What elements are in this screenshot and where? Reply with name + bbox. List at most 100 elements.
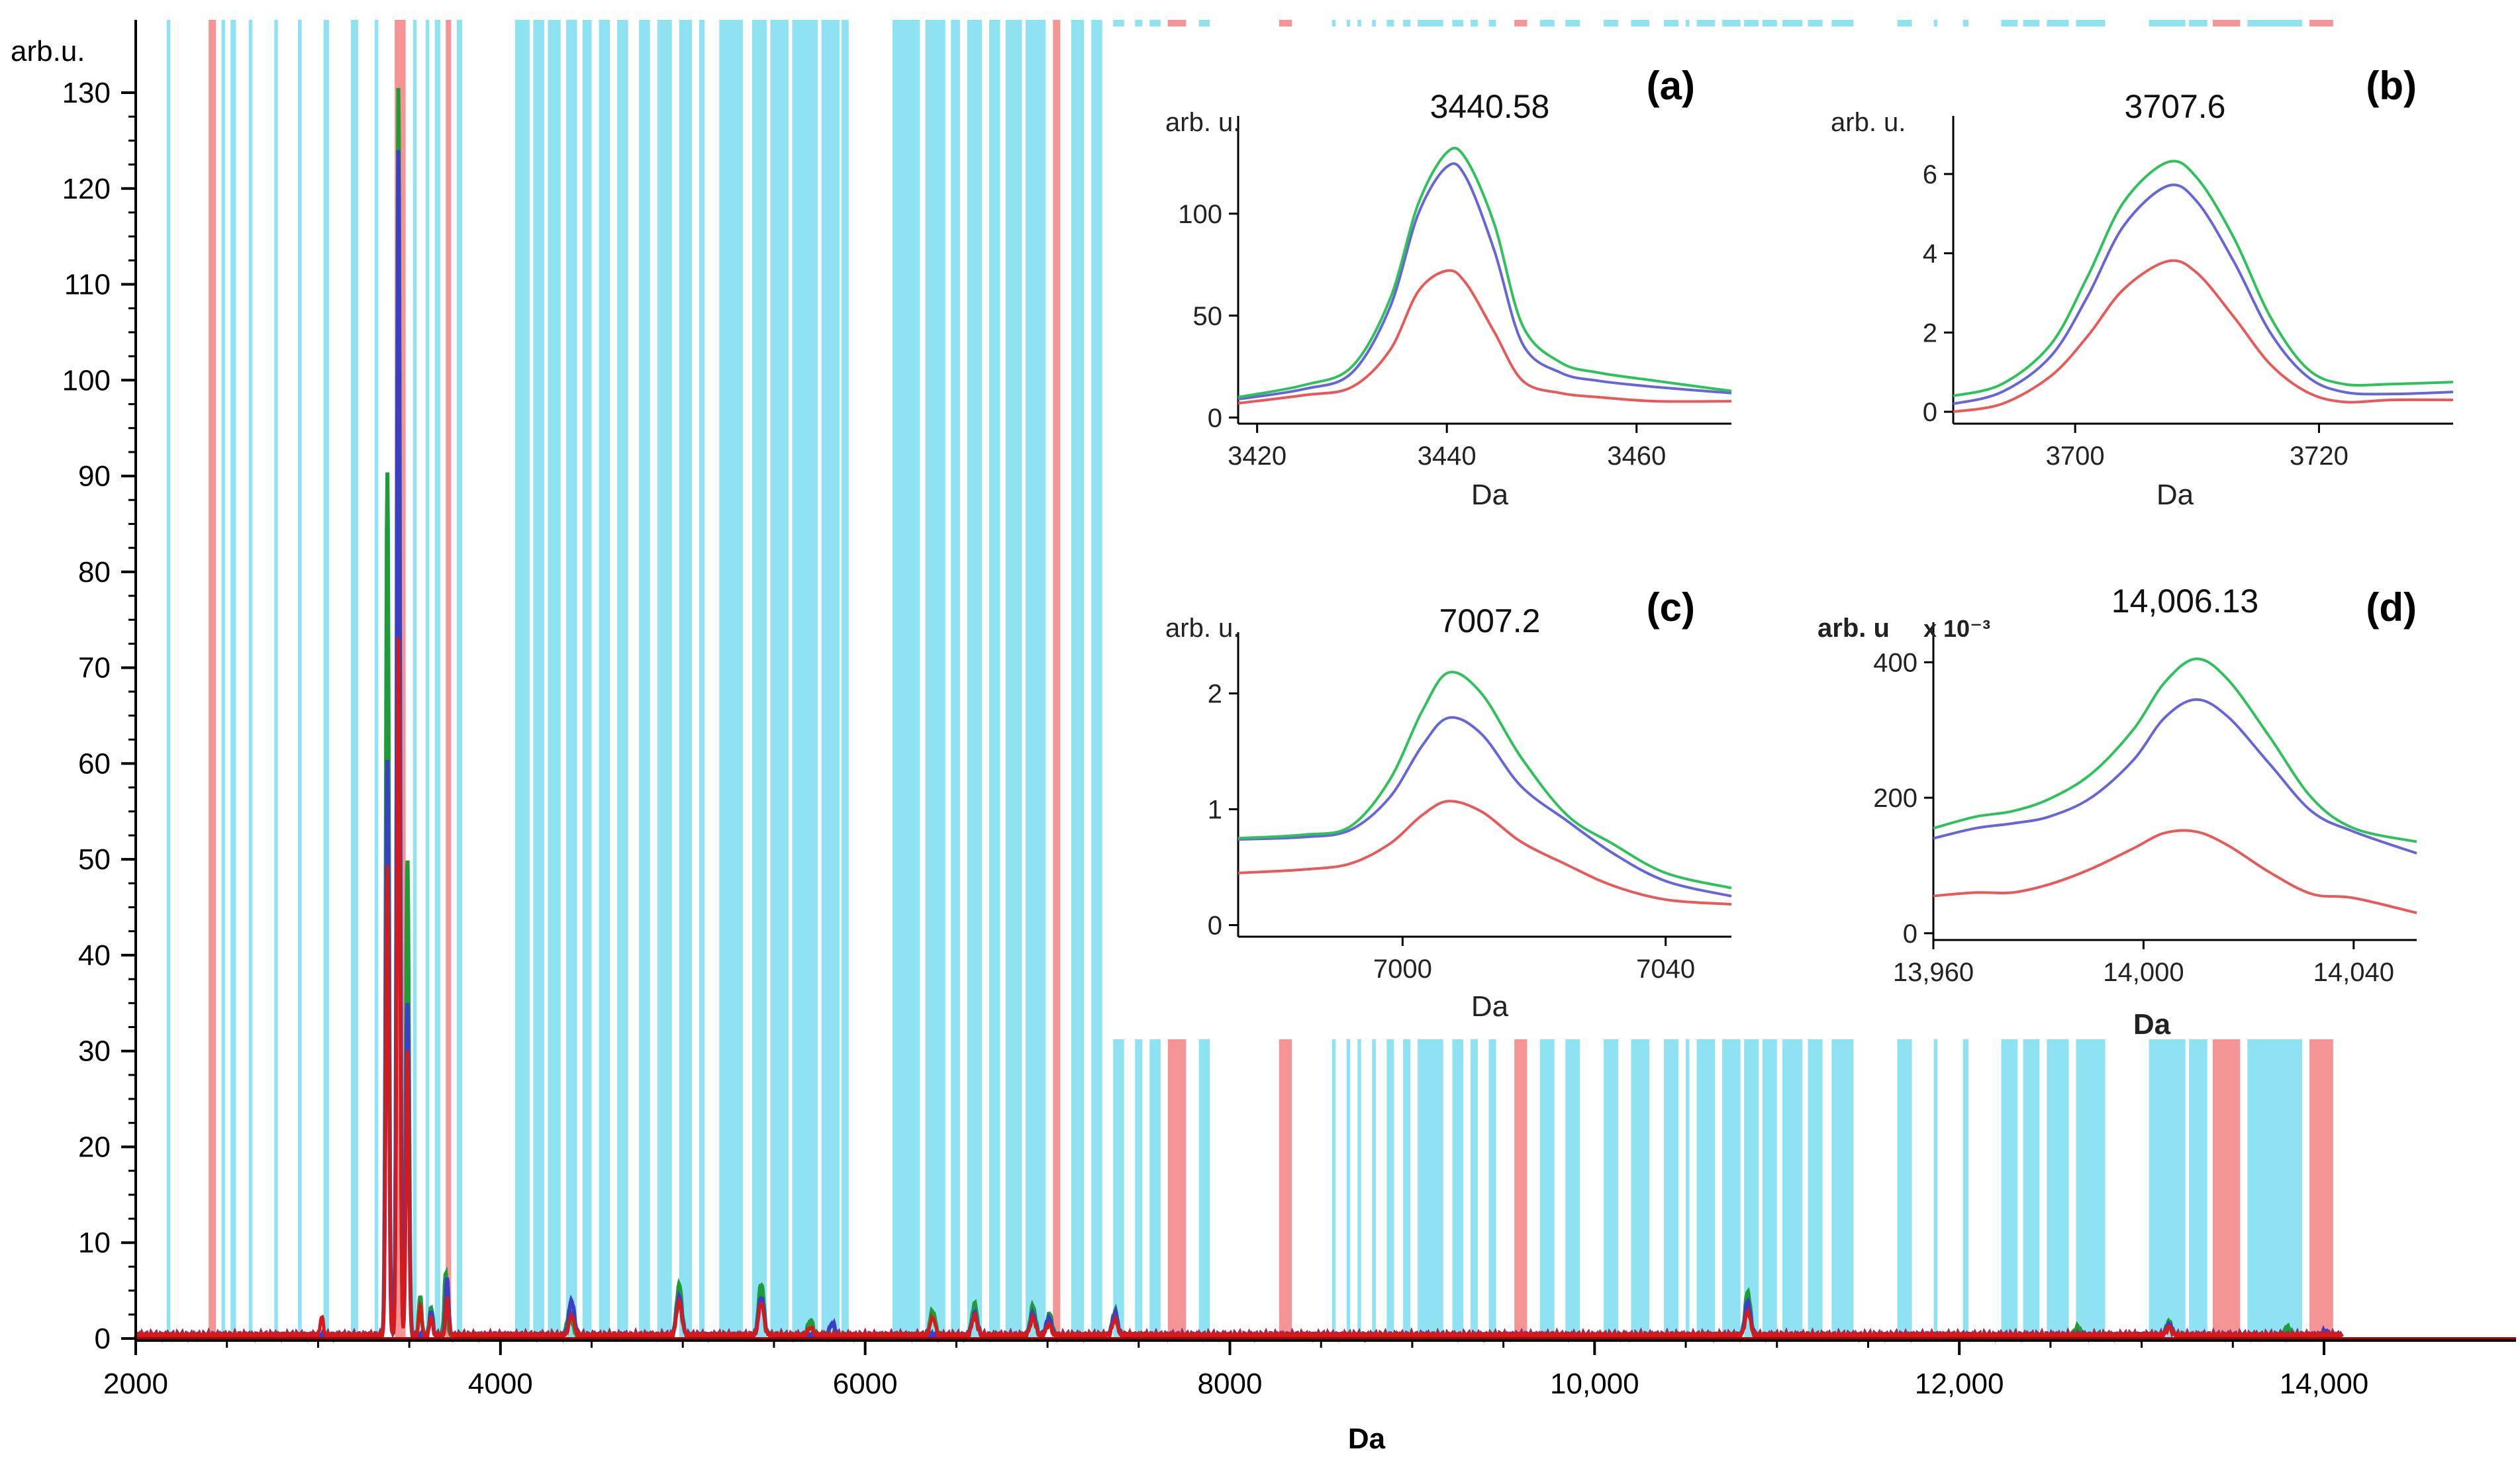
- main-y-tick-label: 40: [78, 939, 111, 972]
- main-x-tick-label: 14,000: [2280, 1368, 2369, 1400]
- inset-d-x-tick-label: 13,960: [1893, 958, 1974, 987]
- cyan-band-8: [374, 20, 379, 1340]
- inset-b-y-axis-label: arb. u.: [1831, 108, 1906, 137]
- inset-c-x-tick-label: 7040: [1636, 955, 1695, 984]
- inset-c-y-tick-label: 2: [1208, 680, 1222, 709]
- cyan-band-38: [1091, 20, 1102, 1340]
- inset-a-x-tick-label: 3460: [1607, 442, 1666, 471]
- inset-b-y-tick-label: 6: [1923, 160, 1937, 189]
- main-y-tick-label: 60: [78, 747, 111, 780]
- inset-c: 0 1 2 7000 7040 (c) 7007.2 arb. u. Da: [1165, 585, 1732, 1023]
- inset-d-y-multiplier: x 10⁻³: [1923, 615, 1990, 642]
- inset-a-title: 3440.58: [1430, 88, 1550, 125]
- inset-d-y-tick-label: 400: [1873, 648, 1917, 677]
- inset-d: 0 200 400 13,960 14,000 14,040 (d) 14,006.13 arb…: [1817, 583, 2417, 1041]
- inset-c-x-axis-label: Da: [1471, 990, 1509, 1023]
- cyan-band-31: [925, 20, 945, 1340]
- inset-b-x-tick-label: 3700: [2046, 442, 2105, 471]
- inset-a-x-tick-label: 3440: [1418, 442, 1477, 471]
- main-x-tick-label: 4000: [468, 1368, 533, 1400]
- cyan-band-15: [548, 20, 561, 1340]
- main-x-tick-label: 12,000: [1915, 1368, 2004, 1400]
- cyan-band-21: [657, 20, 672, 1340]
- cyan-band-4: [274, 20, 278, 1340]
- inset-b-title: 3707.6: [2125, 88, 2226, 125]
- cyan-band-0: [166, 20, 171, 1340]
- inset-panel-background: [1102, 26, 2460, 1039]
- inset-c-series-green: [1237, 671, 1732, 890]
- main-x-tick-label: 6000: [833, 1368, 898, 1400]
- main-y-tick-label: 30: [78, 1035, 111, 1068]
- main-y-tick-label: 50: [78, 843, 111, 876]
- inset-a-panel-label: (a): [1647, 64, 1695, 108]
- inset-a-y-axis-label: arb. u.: [1165, 108, 1240, 137]
- inset-b-y-tick-label: 0: [1923, 398, 1937, 427]
- cyan-band-3: [248, 20, 253, 1340]
- cyan-band-34: [989, 20, 1000, 1340]
- inset-a-series-green: [1237, 146, 1732, 399]
- main-y-axis-label: arb.u.: [11, 35, 85, 68]
- inset-b-series-red: [1953, 259, 2454, 413]
- inset-d-series-blue: [1933, 698, 2417, 855]
- inset-d-y-tick-label: 0: [1903, 919, 1917, 949]
- cyan-band-37: [1071, 20, 1085, 1340]
- inset-b-y-tick-label: 4: [1923, 240, 1937, 269]
- cyan-band-28: [821, 20, 840, 1340]
- inset-d-y-axis-label: arb. u: [1817, 614, 1890, 643]
- cyan-band-6: [323, 20, 329, 1340]
- inset-a-x-tick-label: 3420: [1228, 442, 1286, 471]
- cyan-band-26: [770, 20, 789, 1340]
- inset-b-panel-label: (b): [2366, 64, 2417, 108]
- inset-a-y-tick-label: 100: [1178, 200, 1222, 229]
- cyan-band-11: [434, 20, 440, 1340]
- main-x-axis-label: Da: [1348, 1423, 1386, 1455]
- inset-a: 0 50 100 3420 3440 3460 (a) 3440.58 arb. u. Da: [1165, 64, 1732, 511]
- cyan-band-23: [699, 20, 705, 1340]
- main-y-tick-label: 70: [78, 652, 111, 684]
- cyan-band-2: [230, 20, 236, 1340]
- inset-a-series-blue: [1237, 162, 1732, 400]
- inset-d-x-tick-label: 14,000: [2103, 958, 2184, 987]
- main-y-tick-label: 20: [78, 1131, 111, 1163]
- cyan-band-32: [951, 20, 960, 1340]
- red-band-2: [446, 20, 452, 1340]
- inset-b-series-green: [1953, 160, 2454, 398]
- inset-a-y-tick-label: 50: [1193, 302, 1223, 331]
- main-y-tick-label: 10: [78, 1227, 111, 1259]
- inset-d-y-tick-label: 200: [1873, 784, 1917, 813]
- inset-d-x-axis-label: Da: [2133, 1008, 2171, 1041]
- inset-b-series-blue: [1953, 183, 2454, 406]
- inset-c-title: 7007.2: [1439, 602, 1541, 639]
- inset-a-series-red: [1237, 269, 1732, 405]
- cyan-band-25: [751, 20, 767, 1340]
- inset-c-panel-label: (c): [1647, 585, 1695, 630]
- inset-c-y-tick-label: 0: [1208, 912, 1222, 941]
- red-band-3: [1053, 20, 1061, 1340]
- inset-a-y-tick-label: 0: [1208, 404, 1222, 433]
- inset-b-x-axis-label: Da: [2157, 479, 2194, 511]
- cyan-band-1: [221, 20, 225, 1340]
- cyan-band-10: [425, 20, 430, 1340]
- inset-c-series-red: [1237, 800, 1732, 906]
- cyan-band-24: [719, 20, 744, 1340]
- cyan-band-13: [514, 20, 530, 1340]
- inset-d-title: 14,006.13: [2111, 583, 2258, 620]
- cyan-band-30: [892, 20, 920, 1340]
- main-x-tick-label: 8000: [1198, 1368, 1263, 1400]
- cyan-band-20: [639, 20, 650, 1340]
- inset-c-series-blue: [1237, 716, 1732, 898]
- cyan-band-5: [298, 20, 302, 1340]
- cyan-band-12: [456, 20, 462, 1340]
- main-y-tick-label: 110: [64, 269, 111, 301]
- main-y-tick-label: 120: [62, 173, 111, 205]
- main-series-red: [134, 637, 2344, 1342]
- cyan-band-14: [533, 20, 544, 1340]
- inset-d-x-tick-label: 14,040: [2313, 958, 2394, 987]
- cyan-band-18: [599, 20, 610, 1340]
- main-y-tick-label: 100: [62, 364, 111, 397]
- inset-c-x-tick-label: 7000: [1373, 955, 1432, 984]
- inset-d-series-green: [1933, 657, 2417, 843]
- inset-d-series-red: [1933, 829, 2417, 915]
